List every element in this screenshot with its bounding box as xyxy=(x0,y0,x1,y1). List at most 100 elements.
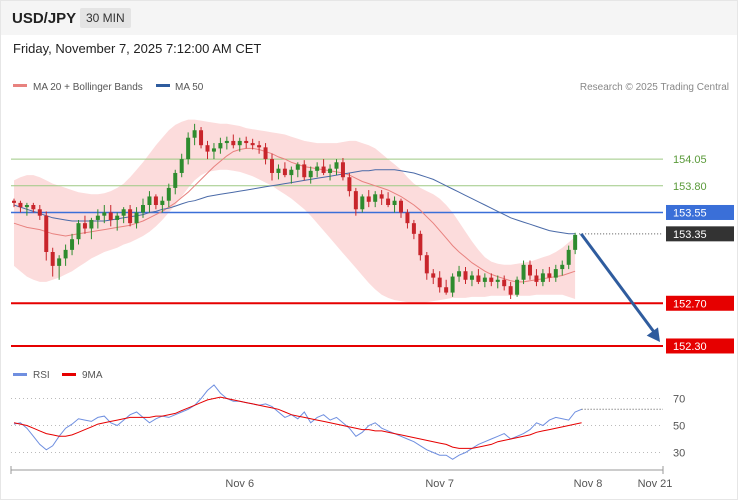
candle-body xyxy=(12,200,16,203)
x-axis: Nov 6 Nov 7 Nov 8 Nov 21 xyxy=(10,466,673,490)
level-label: 153.55 xyxy=(673,207,707,219)
rsi-ma-legend-swatch xyxy=(62,373,76,376)
candle-body xyxy=(302,164,307,178)
ma20-legend-label: MA 20 + Bollinger Bands xyxy=(33,82,143,93)
ma20-line xyxy=(13,147,576,283)
candle-body xyxy=(289,169,294,176)
symbol-label: USD/JPY xyxy=(12,10,77,27)
rsi-line xyxy=(13,384,582,460)
candles xyxy=(12,123,578,299)
candle-body xyxy=(89,219,94,229)
candle-body xyxy=(334,162,339,169)
candle-body xyxy=(231,140,236,146)
level-tag-support xyxy=(666,295,734,311)
candle-body xyxy=(476,275,481,282)
candle-body xyxy=(437,277,442,288)
candle-body xyxy=(153,196,158,206)
candle-body xyxy=(50,251,55,266)
candle-body xyxy=(540,273,545,282)
candle-body xyxy=(257,145,262,148)
candle-body xyxy=(295,164,300,170)
candle-body xyxy=(560,264,565,270)
candle-body xyxy=(328,168,333,173)
candle-body xyxy=(340,162,345,178)
x-tick-label: Nov 8 xyxy=(574,478,603,490)
candle-body xyxy=(411,223,416,234)
rsi-tick-label: 30 xyxy=(673,448,685,460)
level-label: 153.35 xyxy=(673,229,707,241)
rsi-legend-swatch xyxy=(13,373,27,376)
candle-body xyxy=(147,196,152,206)
candle-body xyxy=(18,202,23,208)
ma50-legend-swatch xyxy=(156,84,170,87)
candle-body xyxy=(386,198,391,206)
candle-body xyxy=(44,215,49,252)
candle-body xyxy=(160,200,165,206)
candle-body xyxy=(244,140,249,144)
chart-header: USD/JPY 30 MIN xyxy=(1,1,737,35)
candle-body xyxy=(508,286,513,295)
candle-body xyxy=(186,137,191,160)
candle-body xyxy=(211,148,216,152)
price-levels: 154.05 153.80 153.55 153.35 152.70 152.30 xyxy=(11,154,734,354)
forecast-arrow xyxy=(579,232,660,342)
candle-body xyxy=(360,196,365,210)
candle-body xyxy=(353,191,358,210)
x-tick-label: Nov 7 xyxy=(425,478,454,490)
candle-body xyxy=(431,273,436,278)
candle-body xyxy=(173,172,178,188)
candle-body xyxy=(392,200,397,206)
candle-body xyxy=(379,194,384,199)
candle-body xyxy=(502,279,507,287)
candle-body xyxy=(547,273,552,278)
candle-body xyxy=(166,187,171,201)
timeframe-badge[interactable]: 30 MIN xyxy=(80,8,131,28)
candle-body xyxy=(237,140,242,146)
level-label: 152.30 xyxy=(673,341,707,353)
candle-body xyxy=(179,159,184,173)
ma50-legend-label: MA 50 xyxy=(175,82,204,93)
moving-averages xyxy=(13,147,576,283)
candle-body xyxy=(553,269,558,278)
candle-body xyxy=(82,223,87,229)
candle-body xyxy=(373,194,378,202)
candle-body xyxy=(276,168,281,173)
candle-body xyxy=(489,277,494,282)
candle-body xyxy=(573,234,578,250)
candle-body xyxy=(399,200,403,213)
candle-body xyxy=(469,275,474,280)
candle-body xyxy=(366,196,371,202)
candle-body xyxy=(192,130,197,138)
candle-body xyxy=(534,275,539,282)
rsi-tick-label: 50 xyxy=(673,421,685,433)
candle-body xyxy=(321,166,326,173)
candle-body xyxy=(495,279,500,282)
candle-body xyxy=(263,147,268,160)
candle-body xyxy=(37,209,42,216)
bollinger-band xyxy=(14,119,576,304)
candle-body xyxy=(521,264,526,280)
candle-body xyxy=(57,258,62,266)
rsi-ma-line xyxy=(13,396,582,449)
candle-body xyxy=(424,255,429,274)
candle-body xyxy=(482,277,487,282)
candle-body xyxy=(115,215,120,220)
candle-body xyxy=(315,166,320,171)
candle-body xyxy=(528,264,532,276)
candle-body xyxy=(199,130,204,146)
candle-body xyxy=(282,168,287,176)
x-tick-label: Nov 21 xyxy=(638,478,673,490)
candle-body xyxy=(250,143,255,146)
candle-body xyxy=(24,205,29,208)
candle-body xyxy=(76,223,81,240)
rsi-legend-label: RSI xyxy=(33,370,50,381)
candle-body xyxy=(134,212,139,224)
bollinger-band-area xyxy=(14,119,576,304)
legend: MA 20 + Bollinger Bands MA 50 Research ©… xyxy=(13,82,729,93)
candle-body xyxy=(224,140,229,144)
candle-body xyxy=(347,177,352,192)
candle-body xyxy=(308,170,313,178)
candle-body xyxy=(418,233,423,256)
candle-body xyxy=(63,249,68,259)
candle-body xyxy=(108,212,113,220)
